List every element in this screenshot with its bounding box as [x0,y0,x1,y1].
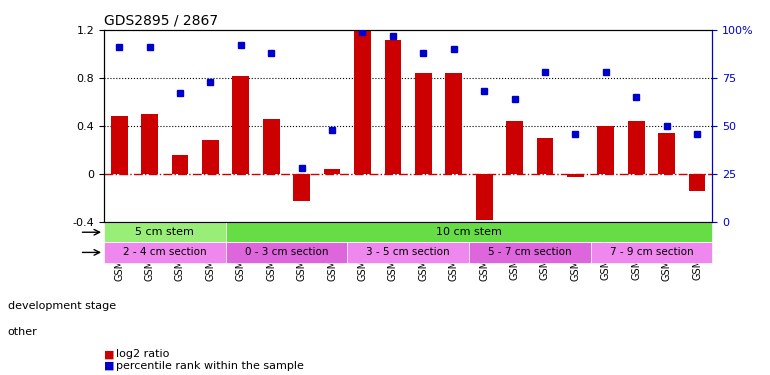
Text: development stage: development stage [8,301,115,310]
Bar [658,133,675,174]
Text: 3 - 5 cm section: 3 - 5 cm section [367,248,450,257]
Bar [476,174,493,220]
Bar [354,31,371,174]
Bar [506,121,523,174]
Text: 7 - 9 cm section: 7 - 9 cm section [610,248,693,257]
Bar [384,40,401,174]
Text: other: other [8,327,38,337]
Bar [172,155,189,174]
Text: GDS2895 / 2867: GDS2895 / 2867 [104,13,218,27]
Bar [323,169,340,174]
Bar [202,141,219,174]
Bar [445,73,462,174]
Bar [263,119,280,174]
Bar [104,242,226,262]
Bar [226,222,712,242]
Bar [104,222,226,242]
Bar [233,76,249,174]
Text: log2 ratio: log2 ratio [116,350,169,359]
Text: 2 - 4 cm section: 2 - 4 cm section [123,248,206,257]
Bar [469,242,591,262]
Bar [415,73,432,174]
Bar [293,174,310,201]
Text: 0 - 3 cm section: 0 - 3 cm section [245,248,328,257]
Bar [226,242,347,262]
Text: 5 cm stem: 5 cm stem [136,227,194,237]
Bar [347,242,469,262]
Text: ■: ■ [104,361,115,370]
Bar [537,138,554,174]
Bar [688,174,705,191]
Bar [111,117,128,174]
Text: 5 - 7 cm section: 5 - 7 cm section [488,248,571,257]
Text: percentile rank within the sample: percentile rank within the sample [116,361,303,370]
Bar [141,114,158,174]
Bar [598,126,614,174]
Bar [628,121,644,174]
Bar [567,174,584,177]
Text: ■: ■ [104,350,115,359]
Text: 10 cm stem: 10 cm stem [436,227,502,237]
Bar [591,242,712,262]
